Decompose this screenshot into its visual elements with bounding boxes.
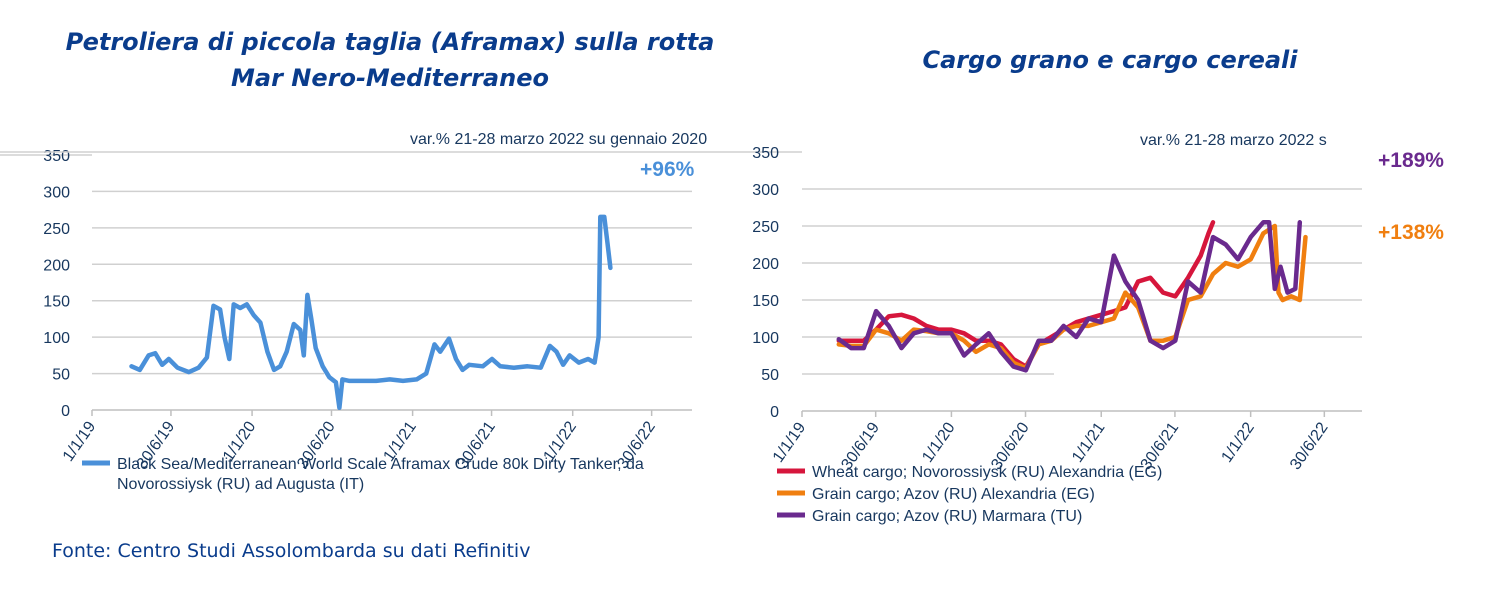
chart-title-right: Cargo grano e cargo cereali [922,46,1298,74]
right-x-tick-label: 1/1/22 [1218,419,1257,465]
left-annotation: var.% 21-28 marzo 2022 su gennaio 2020 [410,131,707,148]
left-series-line-0 [129,214,613,411]
right-x-tick-label: 1/1/21 [1069,419,1108,465]
right-change-label: +189% [1378,149,1444,172]
right-y-tick-label: 300 [752,182,779,199]
left-y-tick-label: 350 [43,148,70,165]
right-y-tick-label: 150 [752,293,779,310]
left-y-tick-label: 100 [43,330,70,347]
left-x-tick-label: 1/1/19 [60,418,99,464]
left-y-tick-label: 0 [61,403,70,420]
chart-title-left: Petroliera di piccola taglia (Aframax) s… [65,28,715,92]
right-annotation: var.% 21-28 marzo 2022 s [1140,132,1327,149]
source-note: Fonte: Centro Studi Assolombarda su dati… [52,540,531,562]
right-series-line-2 [836,220,1303,373]
right-legend-label: Grain cargo; Azov (RU) Marmara (TU) [812,508,1082,525]
right-y-tick-label: 250 [752,219,779,236]
left-y-tick-label: 150 [43,294,70,311]
left-y-tick-label: 200 [43,257,70,274]
right-y-tick-label: 350 [752,145,779,162]
right-x-tick-label: 1/1/20 [919,419,958,465]
right-y-tick-label: 200 [752,256,779,273]
right-x-tick-label: 30/6/22 [1287,419,1332,473]
left-change-label: +96% [640,158,695,181]
right-change-label: +138% [1378,221,1444,244]
left-y-tick-label: 300 [43,184,70,201]
left-legend-label: Black Sea/Mediterranean World Scale Afra… [117,456,644,493]
left-y-tick-label: 250 [43,221,70,238]
right-x-tick-label: 1/1/19 [770,419,809,465]
left-y-tick-label: 50 [52,367,70,384]
right-y-tick-label: 0 [770,404,779,421]
right-series-line-1 [836,223,1308,371]
right-y-tick-label: 100 [752,330,779,347]
right-y-tick-label: 50 [761,367,779,384]
right-legend-label: Wheat cargo; Novorossiysk (RU) Alexandri… [812,464,1162,481]
right-legend-label: Grain cargo; Azov (RU) Alexandria (EG) [812,486,1095,503]
